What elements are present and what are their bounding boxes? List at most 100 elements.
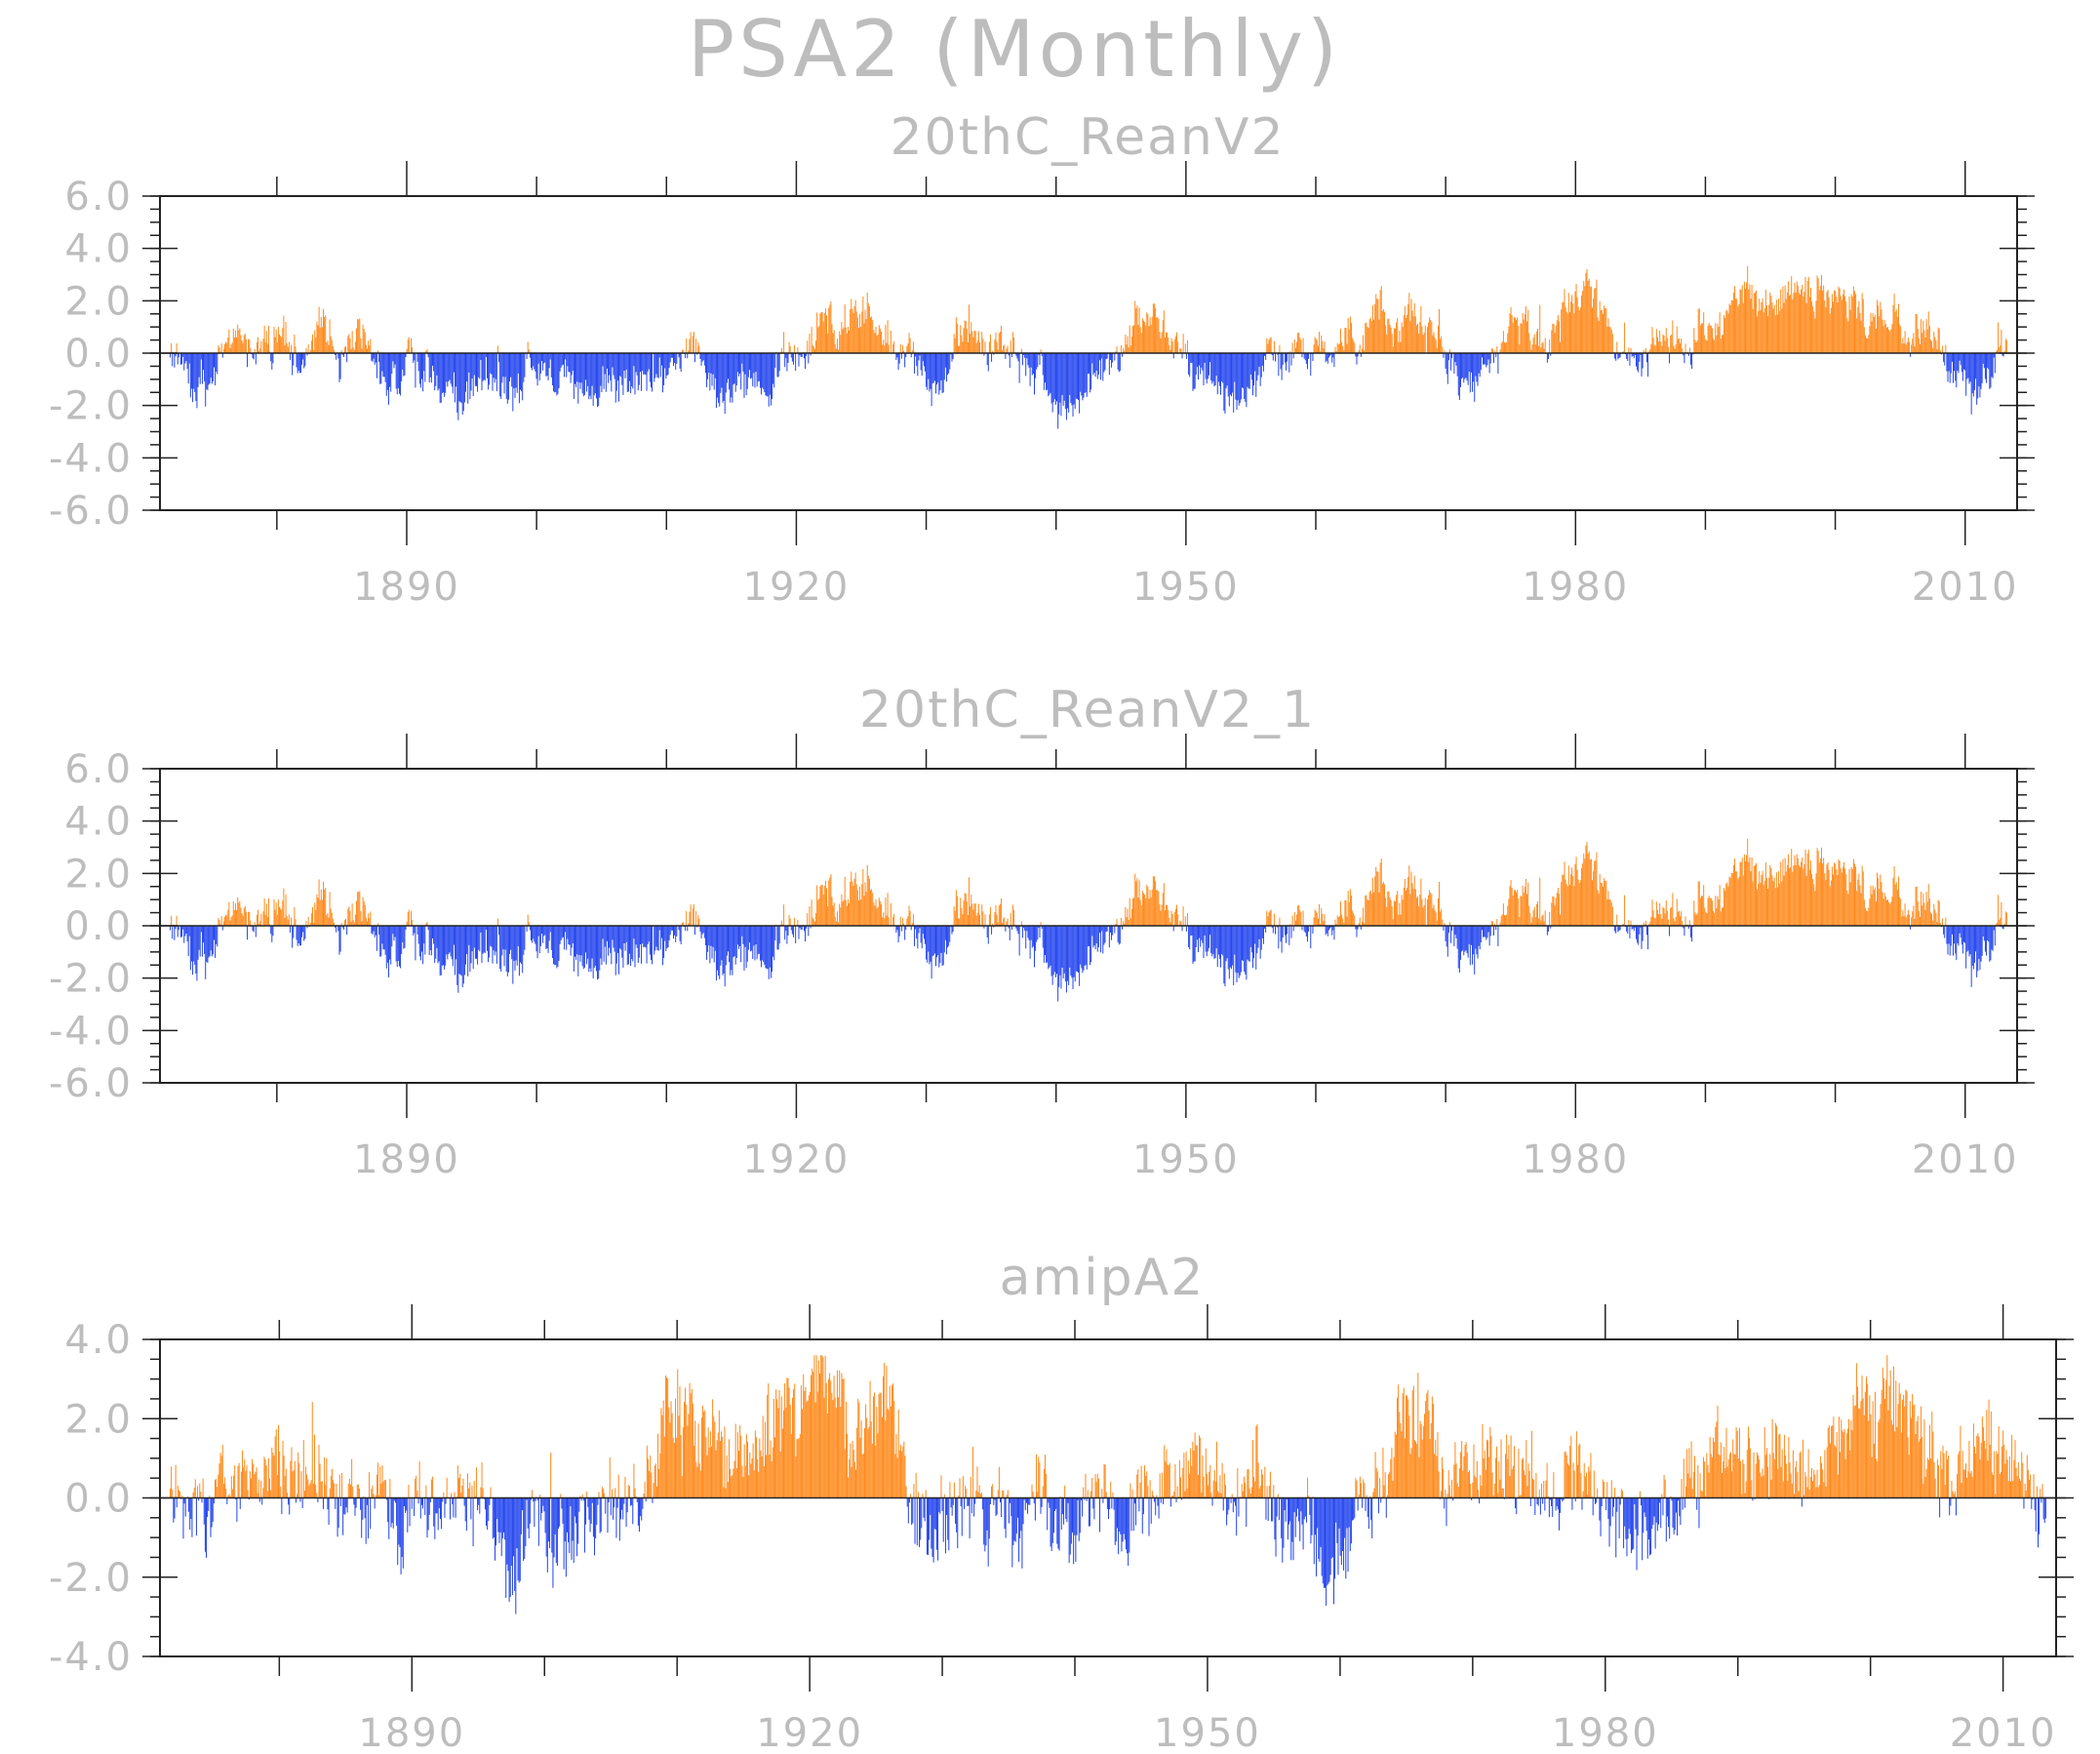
bar bbox=[1172, 1495, 1174, 1498]
bar bbox=[721, 353, 723, 388]
bar bbox=[1570, 874, 1572, 926]
bar bbox=[1314, 1497, 1316, 1535]
bar bbox=[1468, 353, 1470, 373]
bar bbox=[1150, 1497, 1152, 1524]
bar bbox=[253, 1463, 255, 1498]
bar bbox=[380, 1483, 382, 1498]
bar bbox=[195, 1497, 197, 1536]
bar bbox=[548, 353, 550, 369]
bar bbox=[1244, 926, 1246, 972]
bar bbox=[1854, 863, 1855, 926]
bar bbox=[1283, 1497, 1285, 1548]
bar bbox=[604, 1493, 606, 1498]
bar bbox=[1232, 1497, 1234, 1513]
bar bbox=[537, 353, 539, 364]
bar bbox=[1469, 353, 1471, 393]
bar bbox=[1052, 1497, 1054, 1534]
bar bbox=[1106, 1497, 1108, 1509]
bar bbox=[1961, 353, 1963, 381]
bar bbox=[1238, 1497, 1240, 1517]
bar bbox=[1678, 910, 1680, 926]
bar bbox=[514, 1497, 516, 1591]
bar bbox=[1123, 1497, 1125, 1535]
bar bbox=[1501, 341, 1503, 353]
bar bbox=[1894, 884, 1896, 926]
bar bbox=[739, 926, 741, 946]
bar bbox=[1790, 295, 1792, 353]
bar bbox=[1637, 926, 1639, 943]
bar bbox=[1317, 1497, 1319, 1529]
bar bbox=[1269, 910, 1271, 926]
bar bbox=[1302, 1497, 1304, 1550]
bar bbox=[201, 353, 203, 384]
bar bbox=[1070, 353, 1072, 403]
bar bbox=[1408, 293, 1410, 353]
bar bbox=[1426, 1393, 1428, 1498]
bar bbox=[1273, 1485, 1275, 1498]
bar bbox=[721, 926, 723, 961]
bar bbox=[1481, 353, 1483, 358]
bar bbox=[298, 926, 300, 946]
bar bbox=[649, 353, 651, 382]
bar bbox=[1173, 1492, 1175, 1498]
bar bbox=[952, 1497, 954, 1505]
bar bbox=[603, 1489, 605, 1498]
bar bbox=[301, 353, 303, 365]
bar bbox=[1310, 353, 1312, 377]
bar bbox=[1160, 910, 1162, 926]
bar bbox=[975, 1490, 977, 1498]
bar bbox=[993, 1497, 995, 1505]
bar bbox=[1730, 299, 1732, 353]
bar bbox=[1275, 926, 1277, 935]
bar bbox=[994, 912, 996, 926]
bar bbox=[648, 926, 650, 942]
bar bbox=[1583, 280, 1585, 353]
bar bbox=[1085, 353, 1087, 393]
bar bbox=[481, 1461, 483, 1498]
bar bbox=[1370, 321, 1372, 353]
bar bbox=[514, 926, 516, 971]
bar bbox=[231, 342, 233, 353]
bar bbox=[372, 926, 374, 935]
bar bbox=[825, 1382, 827, 1498]
bar bbox=[534, 926, 535, 942]
bar bbox=[330, 336, 332, 353]
bar bbox=[582, 926, 584, 970]
x-tick-label: 2010 bbox=[1912, 1137, 2019, 1182]
bar bbox=[1135, 308, 1137, 353]
bar bbox=[1505, 342, 1507, 353]
bar bbox=[1305, 353, 1307, 364]
bar bbox=[582, 1497, 584, 1501]
bar bbox=[460, 353, 462, 404]
bar bbox=[833, 1375, 835, 1498]
bar bbox=[1775, 872, 1777, 926]
bar bbox=[1557, 315, 1559, 353]
bar bbox=[1521, 1459, 1523, 1498]
bar bbox=[1467, 1472, 1469, 1498]
bar bbox=[1261, 926, 1263, 938]
bar bbox=[1571, 1497, 1573, 1510]
bar bbox=[1802, 284, 1803, 353]
bar bbox=[739, 1425, 741, 1498]
bar bbox=[425, 350, 427, 353]
bar bbox=[1994, 926, 1996, 946]
bar bbox=[611, 926, 613, 965]
bar bbox=[1062, 926, 1064, 978]
bar bbox=[1195, 926, 1197, 947]
bar bbox=[1133, 325, 1135, 353]
bar bbox=[724, 1426, 726, 1498]
bar bbox=[1476, 926, 1478, 955]
bar bbox=[1058, 353, 1060, 415]
bar bbox=[685, 353, 687, 359]
bar bbox=[282, 900, 284, 926]
bar bbox=[2005, 912, 2007, 926]
bar bbox=[728, 926, 729, 952]
bar bbox=[947, 353, 949, 376]
bar bbox=[560, 1494, 562, 1498]
bar bbox=[495, 353, 497, 391]
bar bbox=[1506, 1434, 1508, 1498]
bar bbox=[374, 353, 376, 365]
bar bbox=[1970, 926, 1972, 987]
bar bbox=[984, 341, 986, 353]
bar bbox=[1402, 327, 1404, 353]
